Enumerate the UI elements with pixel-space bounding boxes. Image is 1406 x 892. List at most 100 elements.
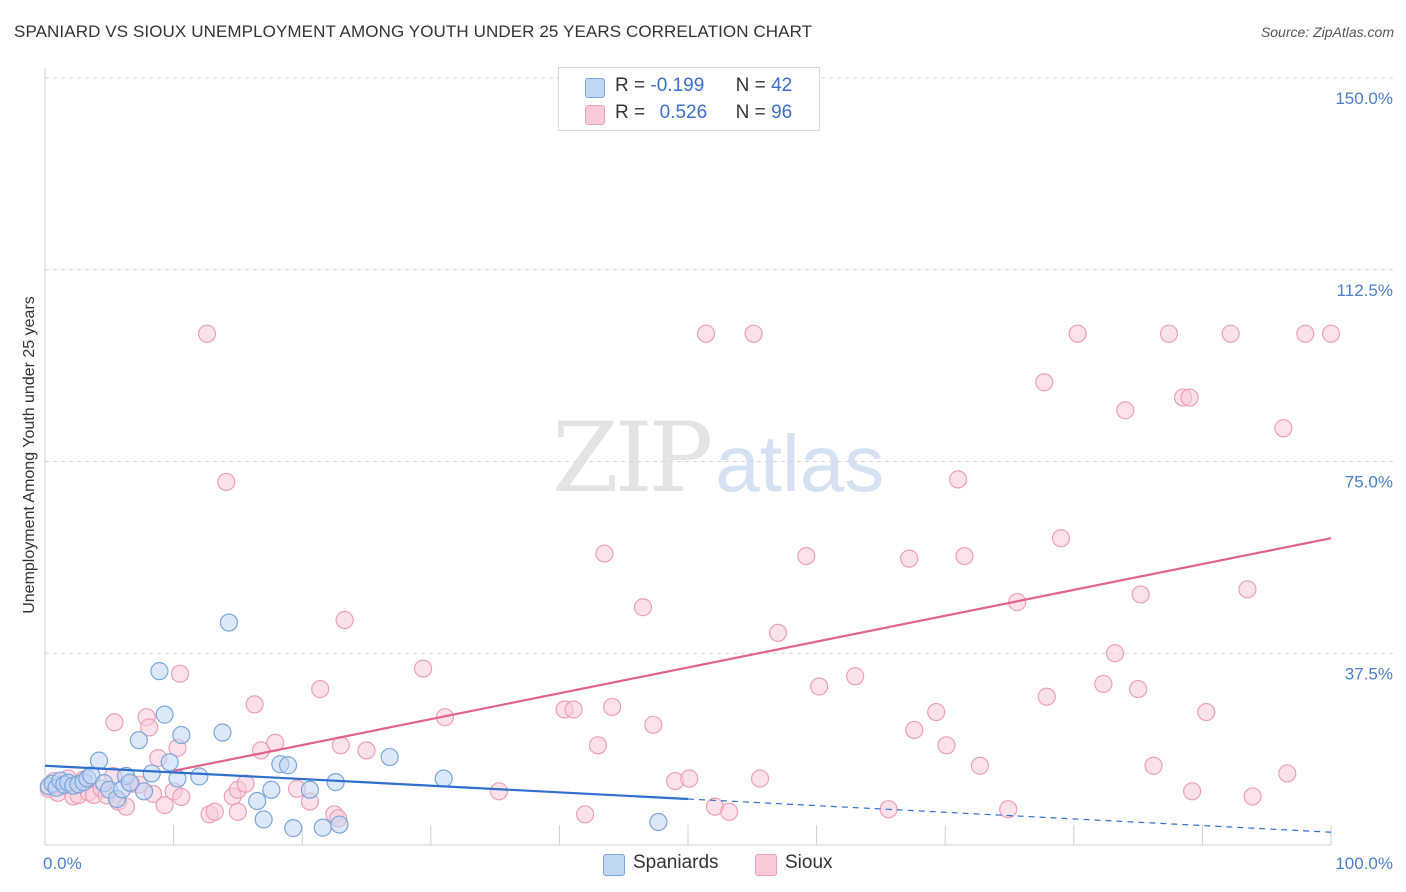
sioux-point: [1037, 687, 1056, 706]
sioux-point: [1183, 782, 1202, 801]
spaniards-trend-extension: [687, 798, 1332, 833]
y-axis-label: Unemployment Among Youth under 25 years: [21, 296, 38, 614]
legend-n-label: N =: [735, 102, 766, 123]
sioux-point: [603, 697, 622, 717]
legend-n-label: N =: [735, 75, 766, 96]
spaniards-point: [120, 773, 139, 792]
bottom-legend-swatch-spaniards: [603, 854, 625, 876]
correlation-legend: R = -0.199 N = 42 R = 0.526 N = 96: [558, 67, 820, 131]
spaniards-point: [134, 782, 154, 801]
watermark-atlas: atlas: [715, 419, 885, 508]
sioux-point: [1131, 585, 1150, 604]
y-tick-label: 37.5%: [1345, 664, 1393, 683]
sioux-point: [744, 324, 763, 343]
sioux-point: [1274, 419, 1293, 438]
sioux-point: [588, 736, 608, 755]
sioux-point: [1243, 787, 1262, 806]
bottom-legend-label-sioux: Sioux: [785, 852, 833, 873]
y-tick-label: 150.0%: [1335, 89, 1393, 108]
trend-lines: [44, 537, 1332, 833]
spaniards-point: [219, 613, 238, 632]
sioux-point: [955, 546, 974, 566]
sioux-point: [1128, 679, 1148, 699]
sioux-point: [680, 769, 699, 788]
spaniards-point: [155, 705, 174, 724]
sioux-point: [595, 544, 614, 563]
chart-title: SPANIARD VS SIOUX UNEMPLOYMENT AMONG YOU…: [14, 22, 813, 41]
legend-r-label: R =: [615, 75, 646, 96]
bottom-legend-label-spaniards: Spaniards: [633, 852, 719, 873]
sioux-point: [335, 610, 354, 630]
watermark: ZIPatlas: [552, 402, 884, 514]
sioux-point: [970, 756, 990, 775]
spaniards-point: [190, 767, 209, 786]
sioux-point: [750, 769, 770, 788]
axes: [44, 68, 1332, 846]
tick-labels: 37.5% 75.0% 112.5% 150.0% 0.0% 100.0%: [43, 89, 1393, 873]
sioux-point: [927, 702, 946, 722]
x-tick-label: 100.0%: [1335, 854, 1393, 873]
sioux-point: [155, 796, 174, 815]
watermark-zip: ZIP: [552, 402, 713, 514]
spaniards-point: [213, 723, 232, 742]
sioux-point: [1238, 580, 1257, 599]
sioux-point: [1144, 756, 1163, 775]
legend-swatch-spaniards: [585, 78, 605, 98]
spaniards-point: [300, 780, 320, 799]
sioux-point: [205, 802, 224, 821]
sioux-point: [1051, 529, 1071, 548]
sioux-point: [217, 472, 236, 492]
sioux-point: [1035, 373, 1054, 392]
data-points: [39, 324, 1341, 838]
bottom-legend-swatch-sioux: [755, 854, 777, 876]
spaniards-point: [434, 769, 453, 788]
spaniards-point: [89, 751, 109, 770]
sioux-point: [140, 718, 159, 737]
sioux-point: [228, 802, 247, 821]
sioux-point: [197, 324, 217, 343]
sioux-point: [937, 736, 956, 755]
sioux-point: [797, 546, 816, 566]
sioux-point: [564, 700, 583, 719]
spaniards-point: [160, 753, 179, 772]
spaniards-point: [254, 810, 273, 829]
sioux-point: [846, 667, 865, 686]
legend-r-value: -0.199: [650, 75, 705, 96]
legend-r-value: 0.526: [659, 102, 708, 123]
sioux-point: [633, 598, 653, 617]
sioux-point: [810, 677, 829, 696]
sioux-point: [1105, 644, 1125, 663]
legend-n-value: 96: [771, 102, 793, 123]
x-tick-label: 0.0%: [43, 854, 82, 873]
legend-n-value: 42: [771, 75, 793, 96]
legend-r-label: R =: [615, 102, 646, 123]
sioux-point: [413, 659, 433, 678]
sioux-point: [311, 679, 330, 699]
sioux-point: [720, 802, 739, 821]
sioux-point: [1321, 324, 1341, 343]
sioux-point: [1159, 324, 1179, 343]
spaniards-point: [380, 747, 399, 767]
sioux-trend-line: [173, 537, 1332, 772]
sioux-point: [768, 623, 788, 642]
sioux-point: [1094, 674, 1113, 694]
spaniards-point: [330, 815, 349, 834]
sioux-point: [905, 720, 924, 740]
sioux-point: [105, 713, 124, 732]
spaniards-trend-line: [44, 764, 689, 801]
legend-text-spaniards: R = -0.199 N = 42: [615, 75, 792, 97]
spaniards-point: [129, 731, 148, 750]
spaniards-point: [262, 780, 281, 799]
source-label: Source: ZipAtlas.com: [1260, 24, 1394, 40]
y-tick-label: 75.0%: [1345, 473, 1393, 492]
spaniards-point: [142, 764, 161, 783]
sioux-point: [1180, 388, 1199, 407]
sioux-point: [644, 715, 663, 734]
spaniards-point: [150, 662, 169, 681]
sioux-point: [1197, 702, 1216, 722]
sioux-point: [236, 774, 255, 793]
sioux-point: [357, 741, 376, 760]
spaniards-point: [278, 756, 298, 775]
legend-text-sioux: R = 0.526 N = 96: [615, 102, 792, 124]
